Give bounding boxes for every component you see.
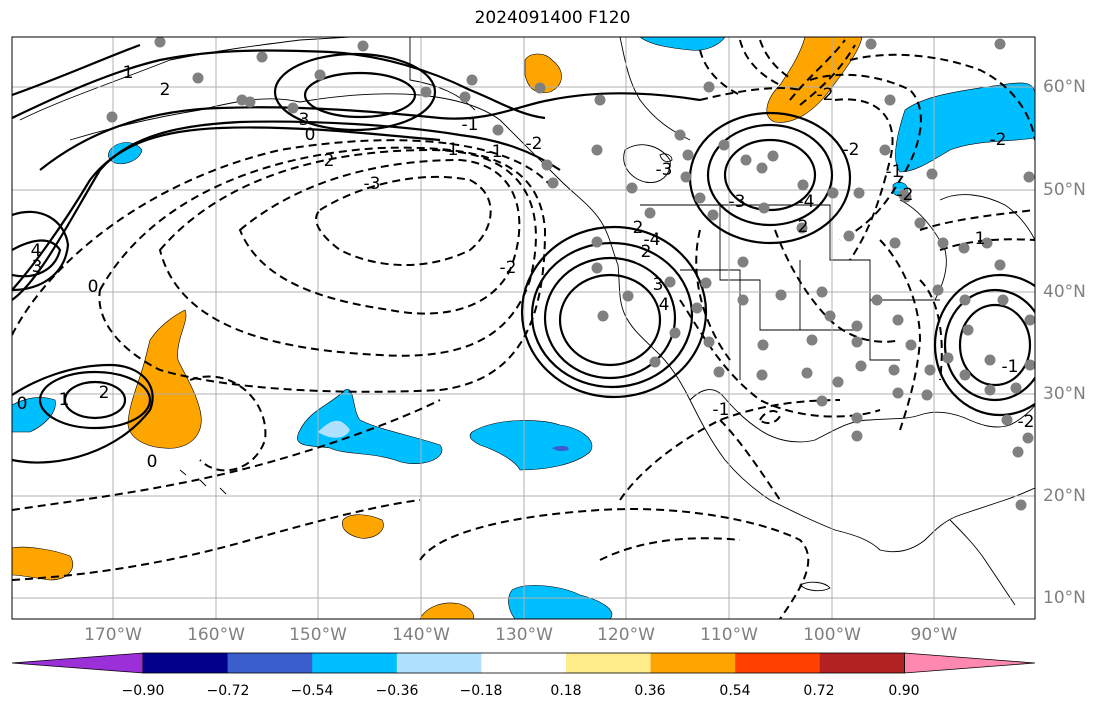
contour-label: -2 bbox=[627, 218, 644, 238]
colorbar-segment bbox=[143, 653, 229, 673]
colorbar-tick-label: −0.90 bbox=[121, 683, 165, 699]
lon-label: 130°W bbox=[495, 625, 553, 645]
lon-label: 160°W bbox=[187, 625, 245, 645]
negative-contours bbox=[12, 39, 1035, 619]
orange-patch-small bbox=[342, 514, 384, 539]
lon-label: 100°W bbox=[803, 625, 861, 645]
contour-label: 3 bbox=[299, 110, 310, 130]
lat-label: 60°N bbox=[1043, 77, 1086, 97]
cyan-patch-south bbox=[508, 585, 613, 619]
contour-label: 0 bbox=[88, 277, 99, 297]
contour-label: -3 bbox=[729, 192, 746, 212]
lon-label: 120°W bbox=[597, 625, 655, 645]
contour-label: 4 bbox=[31, 241, 42, 261]
coastlines bbox=[19, 37, 1035, 606]
contour-label: -1 bbox=[462, 115, 479, 135]
colorbar-tick-label: −0.72 bbox=[206, 683, 250, 699]
orange-patch-bottom bbox=[419, 602, 474, 619]
colorbar-tick-label: −0.18 bbox=[459, 683, 503, 699]
colorbar-tick-label: 0.54 bbox=[719, 683, 751, 699]
lon-label: 170°W bbox=[84, 625, 142, 645]
contour-label: 2 bbox=[160, 80, 171, 100]
station-markers bbox=[106, 37, 1035, 511]
contour-label: 2 bbox=[99, 383, 110, 403]
shaded-fields bbox=[12, 37, 1035, 619]
colorbar-extend-min bbox=[11, 652, 144, 674]
contour-label: -3 bbox=[364, 174, 381, 194]
contour-label: 1 bbox=[975, 229, 986, 249]
lat-label: 30°N bbox=[1043, 384, 1086, 404]
colorbar-tick-label: 0.18 bbox=[550, 683, 582, 699]
cyan-patch-west bbox=[12, 397, 56, 433]
contour-label: -2 bbox=[817, 85, 834, 105]
orange-patch-southwest bbox=[12, 546, 74, 581]
colorbar-segment bbox=[819, 653, 905, 673]
colorbar-segment bbox=[566, 653, 652, 673]
colorbar-segment bbox=[735, 653, 821, 673]
contour-label: 1 bbox=[123, 63, 134, 83]
contour-label: -2 bbox=[990, 130, 1007, 150]
colorbar-tick-label: −0.36 bbox=[375, 683, 419, 699]
contour-label: -2 bbox=[1018, 412, 1035, 432]
contour-label: -1 bbox=[1002, 357, 1019, 377]
lat-label: 20°N bbox=[1043, 486, 1086, 506]
colorbar-tick-label: 0.90 bbox=[888, 683, 920, 699]
colorbar-segment bbox=[227, 653, 313, 673]
contour-label: 1 bbox=[59, 390, 70, 410]
contour-label: -2 bbox=[318, 151, 335, 171]
cyan-patch-canada bbox=[895, 82, 1035, 173]
colorbar-extend-max bbox=[904, 652, 1036, 674]
contour-label: -3 bbox=[656, 160, 673, 180]
lat-label: 50°N bbox=[1043, 180, 1086, 200]
contour-label: -1 bbox=[442, 140, 459, 160]
map-title: 2024091400 F120 bbox=[474, 8, 631, 28]
contour-label: -1 bbox=[486, 142, 503, 162]
lon-label: 90°W bbox=[910, 625, 958, 645]
cyan-patch-center bbox=[469, 420, 593, 471]
colorbar-tick-label: 0.36 bbox=[634, 683, 666, 699]
contour-label: -2 bbox=[843, 140, 860, 160]
contour-label: -2 bbox=[500, 258, 517, 278]
plot-frame bbox=[11, 36, 1036, 620]
colorbar-segment bbox=[396, 653, 482, 673]
contour-label: 0 bbox=[147, 452, 158, 472]
contour-label: 0 bbox=[305, 125, 316, 145]
positive-contours bbox=[12, 43, 1035, 464]
contour-label: -2 bbox=[897, 185, 914, 205]
lat-label: 40°N bbox=[1043, 282, 1086, 302]
purple-spot-center bbox=[552, 445, 569, 452]
colorbar-outline bbox=[142, 652, 905, 674]
contour-label: 2 bbox=[641, 242, 652, 262]
lon-label: 140°W bbox=[392, 625, 450, 645]
contour-labels: 1 2 3 0 -1 -2 -3 -2 -1 0 -1 -2 -3 -4 3 2… bbox=[17, 63, 1035, 472]
contour-label: -4 bbox=[644, 230, 661, 250]
colorbar-segment bbox=[312, 653, 398, 673]
colorbar-tick-label: −0.54 bbox=[290, 683, 334, 699]
contour-label: -4 bbox=[798, 192, 815, 212]
contour-label: 3 bbox=[32, 257, 43, 277]
contour-label: 2 bbox=[798, 217, 809, 237]
cyan-patch-gulf bbox=[297, 389, 443, 464]
contour-label: 3 bbox=[653, 275, 664, 295]
contour-label: -2 bbox=[526, 134, 543, 154]
cyan-patch-north bbox=[639, 37, 726, 51]
lon-label: 150°W bbox=[289, 625, 347, 645]
contour-label: -1 bbox=[886, 162, 903, 182]
colorbar-segment bbox=[650, 653, 736, 673]
contour-label: 0 bbox=[17, 394, 28, 414]
contour-label: -1 bbox=[713, 400, 730, 420]
contour-label: 4 bbox=[659, 295, 670, 315]
cyan-patch-bering bbox=[108, 142, 143, 165]
lightblue-patch-gulf bbox=[318, 420, 350, 438]
colorbar-tick-label: 0.72 bbox=[803, 683, 835, 699]
lon-label: 110°W bbox=[700, 625, 758, 645]
lat-label: 10°N bbox=[1043, 588, 1086, 608]
colorbar bbox=[11, 652, 1036, 674]
colorbar-segment bbox=[481, 653, 567, 673]
